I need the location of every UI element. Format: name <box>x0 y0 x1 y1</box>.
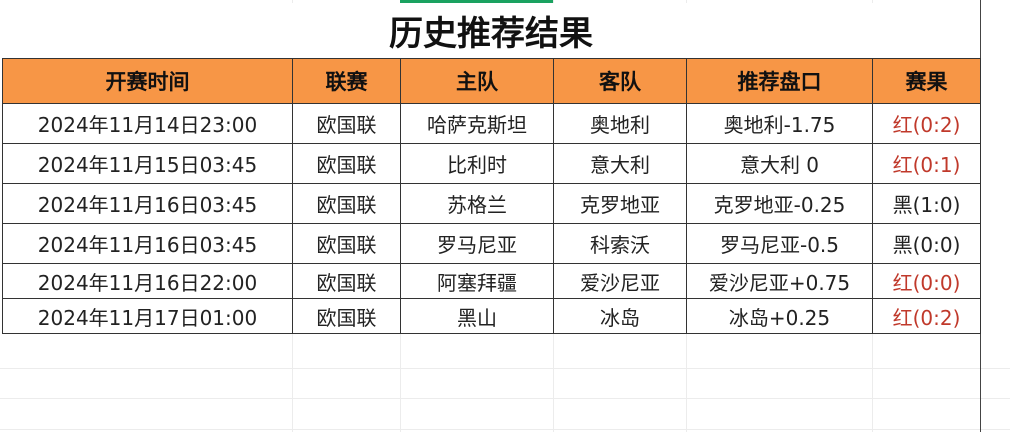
cell-time[interactable]: 2024年11月16日03:45 <box>2 223 293 264</box>
cell-time[interactable]: 2024年11月17日01:00 <box>2 298 293 334</box>
cell-pick[interactable]: 意大利 0 <box>686 143 873 184</box>
table-row: 2024年11月14日23:00 欧国联 哈萨克斯坦 奥地利 奥地利-1.75 红(0:2… <box>2 103 981 144</box>
cell-league[interactable]: 欧国联 <box>292 143 401 184</box>
cell-time[interactable]: 2024年11月14日23:00 <box>2 103 293 144</box>
cell-result[interactable]: 红(0:2) <box>872 103 981 144</box>
cell-away[interactable]: 爱沙尼亚 <box>553 263 687 299</box>
selected-column-indicator <box>400 0 553 3</box>
column-border <box>980 0 981 432</box>
cell-result[interactable]: 黑(1:0) <box>872 183 981 224</box>
cell-away[interactable]: 克罗地亚 <box>553 183 687 224</box>
header-away[interactable]: 客队 <box>553 58 687 104</box>
cell-result[interactable]: 黑(0:0) <box>872 223 981 264</box>
cell-home[interactable]: 黑山 <box>400 298 554 334</box>
cell-home[interactable]: 苏格兰 <box>400 183 554 224</box>
cell-league[interactable]: 欧国联 <box>292 103 401 144</box>
cell-pick[interactable]: 奥地利-1.75 <box>686 103 873 144</box>
cell-time[interactable]: 2024年11月16日22:00 <box>2 263 293 299</box>
table-row: 2024年11月17日01:00 欧国联 黑山 冰岛 冰岛+0.25 红(0:2) <box>2 298 981 334</box>
cell-away[interactable]: 冰岛 <box>553 298 687 334</box>
sheet-title[interactable]: 历史推荐结果 <box>2 3 980 58</box>
header-row: 开赛时间 联赛 主队 客队 推荐盘口 赛果 <box>2 58 981 104</box>
cell-league[interactable]: 欧国联 <box>292 223 401 264</box>
cell-pick[interactable]: 克罗地亚-0.25 <box>686 183 873 224</box>
cell-pick[interactable]: 爱沙尼亚+0.75 <box>686 263 873 299</box>
table-row: 2024年11月16日03:45 欧国联 罗马尼亚 科索沃 罗马尼亚-0.5 黑(0:0) <box>2 223 981 264</box>
cell-home[interactable]: 罗马尼亚 <box>400 223 554 264</box>
cell-result[interactable]: 红(0:1) <box>872 143 981 184</box>
cell-home[interactable]: 阿塞拜疆 <box>400 263 554 299</box>
cell-away[interactable]: 意大利 <box>553 143 687 184</box>
cell-result[interactable]: 红(0:0) <box>872 263 981 299</box>
table-row: 2024年11月16日03:45 欧国联 苏格兰 克罗地亚 克罗地亚-0.25 黑(1:0… <box>2 183 981 224</box>
cell-league[interactable]: 欧国联 <box>292 298 401 334</box>
results-table: 开赛时间 联赛 主队 客队 推荐盘口 赛果 2024年11月14日23:00 欧国… <box>2 58 981 334</box>
header-result[interactable]: 赛果 <box>872 58 981 104</box>
cell-league[interactable]: 欧国联 <box>292 183 401 224</box>
header-league[interactable]: 联赛 <box>292 58 401 104</box>
cell-pick[interactable]: 罗马尼亚-0.5 <box>686 223 873 264</box>
cell-time[interactable]: 2024年11月15日03:45 <box>2 143 293 184</box>
header-pick[interactable]: 推荐盘口 <box>686 58 873 104</box>
cell-time[interactable]: 2024年11月16日03:45 <box>2 183 293 224</box>
cell-pick[interactable]: 冰岛+0.25 <box>686 298 873 334</box>
table-row: 2024年11月16日22:00 欧国联 阿塞拜疆 爱沙尼亚 爱沙尼亚+0.75 红(0:… <box>2 263 981 299</box>
header-time[interactable]: 开赛时间 <box>2 58 293 104</box>
cell-league[interactable]: 欧国联 <box>292 263 401 299</box>
cell-home[interactable]: 哈萨克斯坦 <box>400 103 554 144</box>
cell-home[interactable]: 比利时 <box>400 143 554 184</box>
cell-result[interactable]: 红(0:2) <box>872 298 981 334</box>
table-row: 2024年11月15日03:45 欧国联 比利时 意大利 意大利 0 红(0:1) <box>2 143 981 184</box>
cell-away[interactable]: 奥地利 <box>553 103 687 144</box>
cell-away[interactable]: 科索沃 <box>553 223 687 264</box>
header-home[interactable]: 主队 <box>400 58 554 104</box>
